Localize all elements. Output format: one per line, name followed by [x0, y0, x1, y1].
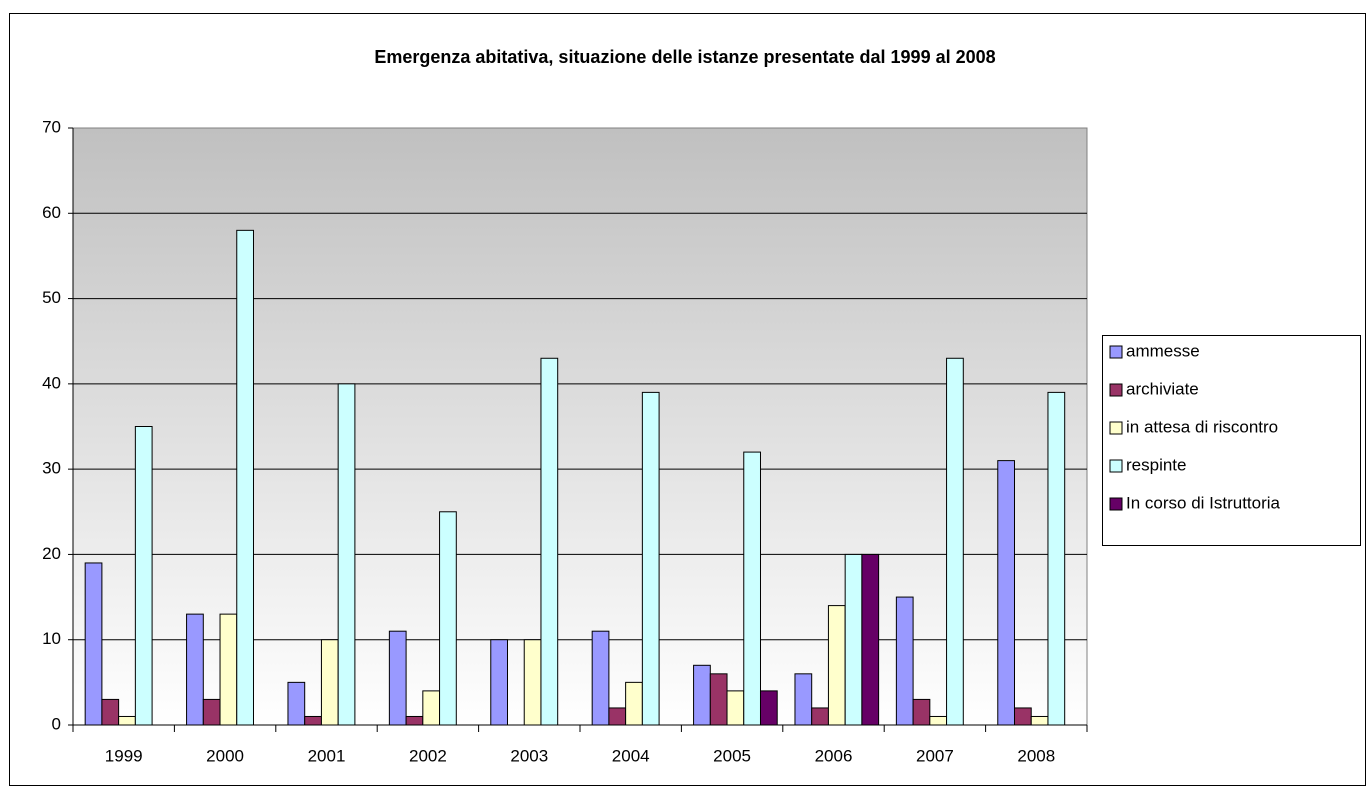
- y-tick-label: 70: [42, 117, 61, 136]
- bar: [844, 553, 863, 726]
- bar: [912, 698, 931, 726]
- bar: [337, 383, 356, 726]
- bar: [219, 613, 238, 726]
- bar: [1047, 391, 1066, 726]
- bar: [794, 673, 813, 726]
- legend-label: respinte: [1126, 455, 1186, 474]
- legend-label: archiviate: [1126, 379, 1199, 398]
- bar: [287, 681, 306, 726]
- y-tick-label: 10: [42, 629, 61, 648]
- bar: [84, 562, 103, 726]
- bar: [523, 639, 542, 726]
- bar: [811, 707, 829, 726]
- bar: [1030, 715, 1049, 726]
- y-tick-label: 50: [42, 288, 61, 307]
- bar: [1013, 707, 1032, 726]
- y-tick-label: 40: [42, 373, 61, 392]
- legend-swatch: [1109, 345, 1123, 359]
- x-tick-label: 2007: [916, 746, 954, 765]
- bar: [186, 613, 204, 726]
- legend-label: in attesa di riscontro: [1126, 417, 1278, 436]
- bar: [759, 690, 778, 726]
- bar: [490, 639, 508, 726]
- legend-swatch: [1109, 459, 1123, 473]
- bar: [625, 681, 643, 726]
- x-tick-label: 2004: [612, 746, 650, 765]
- bar: [997, 460, 1015, 726]
- bar: [929, 715, 948, 726]
- bar: [540, 357, 559, 726]
- legend-label: In corso di Istruttoria: [1126, 493, 1281, 512]
- x-tick-label: 2001: [308, 746, 346, 765]
- x-tick-label: 2008: [1017, 746, 1055, 765]
- bar: [304, 715, 322, 726]
- bar: [591, 630, 610, 726]
- x-tick-label: 2002: [409, 746, 447, 765]
- x-tick-label: 2006: [815, 746, 853, 765]
- bar: [743, 451, 761, 726]
- bar: [405, 715, 424, 726]
- bar: [320, 639, 339, 726]
- y-tick-label: 20: [42, 544, 61, 563]
- x-tick-label: 1999: [105, 746, 143, 765]
- bar: [895, 596, 914, 726]
- x-tick-label: 2003: [510, 746, 548, 765]
- legend-swatch: [1109, 497, 1123, 511]
- bar: [134, 426, 153, 726]
- bar: [827, 605, 846, 726]
- legend: [1102, 335, 1361, 546]
- bar: [709, 673, 728, 726]
- bar: [439, 511, 457, 726]
- y-tick-label: 60: [42, 203, 61, 222]
- bar: [861, 553, 880, 726]
- bar: [641, 391, 660, 726]
- bar: [608, 707, 627, 726]
- chart-title: Emergenza abitativa, situazione delle is…: [374, 47, 995, 67]
- bar: [236, 229, 254, 726]
- x-tick-label: 2005: [713, 746, 751, 765]
- bar: [101, 698, 120, 726]
- legend-swatch: [1109, 383, 1123, 397]
- legend-swatch: [1109, 421, 1123, 435]
- bar: [693, 664, 711, 726]
- y-tick-label: 0: [52, 714, 61, 733]
- x-tick-label: 2000: [206, 746, 244, 765]
- y-tick-label: 30: [42, 459, 61, 478]
- bar: [202, 698, 221, 726]
- bar: [726, 690, 745, 726]
- bar: [388, 630, 407, 726]
- bar: [422, 690, 441, 726]
- legend-label: ammesse: [1126, 341, 1200, 360]
- bar: [118, 715, 136, 726]
- bar: [946, 357, 964, 726]
